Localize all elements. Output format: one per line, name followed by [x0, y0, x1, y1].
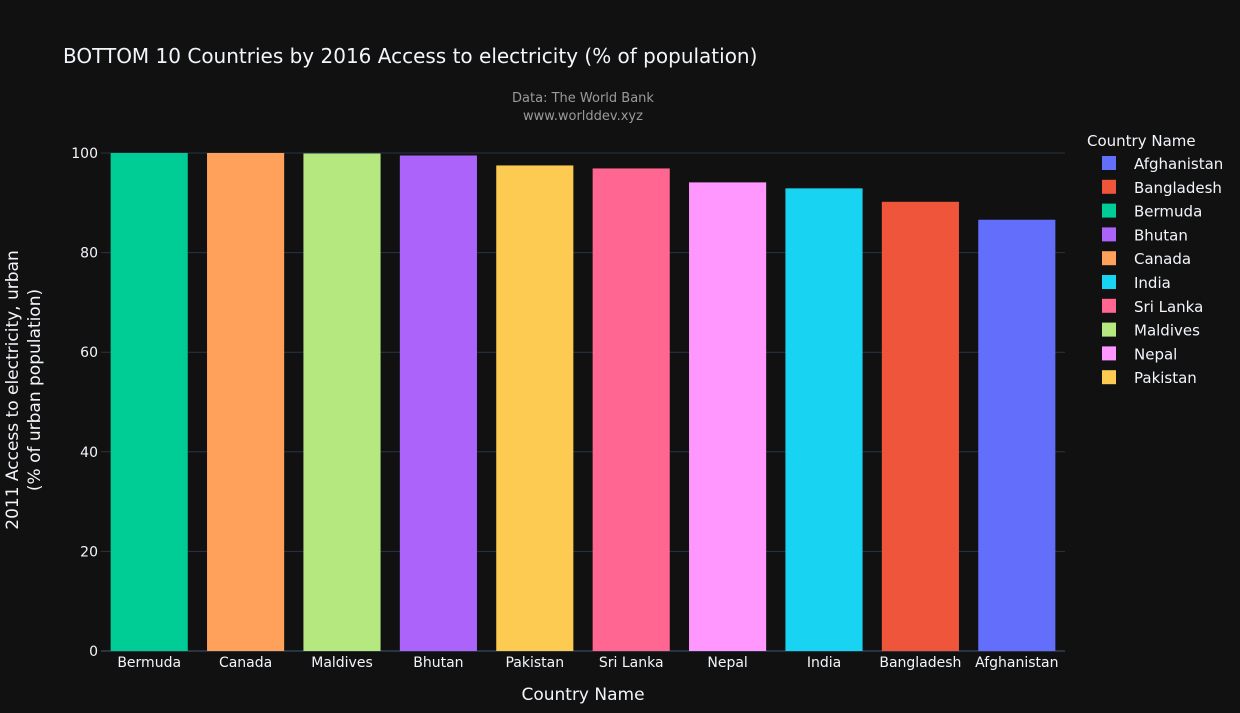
bar-canada[interactable] [207, 153, 285, 651]
y-axis-title-line-2: (% of urban population) [25, 289, 45, 491]
bar-bhutan[interactable] [399, 155, 477, 652]
legend-item-pakistan[interactable]: Pakistan [1102, 369, 1197, 387]
legend-swatch [1102, 156, 1116, 170]
y-tick-label: 60 [80, 345, 98, 361]
y-tick-label: 40 [80, 445, 98, 461]
x-axis-ticks: Bermuda Canada Maldives Bhutan Pakistan Sri L… [117, 655, 1058, 671]
x-tick-label: Afghanistan [975, 655, 1058, 671]
x-tick-label: Bangladesh [879, 655, 961, 671]
bar-bermuda[interactable] [110, 153, 188, 651]
y-axis-title: 2011 Access to electricity, urban (% of … [3, 250, 45, 529]
legend-swatch [1102, 298, 1116, 313]
legend-item-canada[interactable]: Canada [1102, 250, 1191, 268]
y-axis-ticks: 0 20 40 60 80 100 [71, 146, 98, 660]
x-tick-label: Pakistan [505, 655, 564, 671]
bar-maldives[interactable] [303, 153, 381, 652]
legend-label: Afghanistan [1134, 155, 1223, 173]
bars [110, 153, 1056, 652]
legend-item-afghanistan[interactable]: Afghanistan [1102, 155, 1223, 173]
x-tick-label: Sri Lanka [599, 655, 664, 671]
legend-label: Bangladesh [1134, 179, 1222, 197]
y-tick-label: 20 [80, 544, 98, 560]
x-tick-label: Maldives [311, 655, 373, 671]
legend-item-maldives[interactable]: Maldives [1102, 322, 1200, 340]
legend-label: Bhutan [1134, 226, 1188, 244]
y-axis-title-line-1: 2011 Access to electricity, urban [3, 250, 23, 529]
legend-swatch [1102, 227, 1116, 242]
legend-label: Pakistan [1134, 369, 1197, 387]
legend-label: Canada [1134, 250, 1191, 268]
bar-india[interactable] [785, 188, 863, 651]
legend-swatch [1102, 203, 1116, 218]
y-tick-label: 80 [80, 246, 98, 262]
legend-swatch [1102, 370, 1116, 385]
legend-swatch [1102, 346, 1116, 361]
chart-subtitle-line-2: www.worlddev.xyz [523, 109, 643, 124]
bar-sri-lanka[interactable] [592, 168, 670, 652]
bar-bangladesh[interactable] [881, 201, 959, 651]
legend-item-bangladesh[interactable]: Bangladesh [1102, 179, 1222, 197]
x-tick-label: Bhutan [413, 655, 463, 671]
x-tick-label: Canada [219, 655, 272, 671]
legend-label: Bermuda [1134, 203, 1202, 221]
chart-title: BOTTOM 10 Countries by 2016 Access to el… [63, 44, 757, 68]
legend-title: Country Name [1087, 132, 1196, 150]
y-tick-label: 100 [71, 146, 98, 162]
legend-item-bhutan[interactable]: Bhutan [1102, 226, 1188, 244]
legend-label: Sri Lanka [1134, 298, 1203, 316]
legend: Country Name Afghanistan Bangladesh Bermud… [1087, 132, 1223, 387]
legend-label: Maldives [1134, 322, 1200, 340]
y-tick-label: 0 [89, 644, 98, 660]
x-axis-title: Country Name [521, 685, 644, 705]
legend-item-india[interactable]: India [1102, 274, 1171, 292]
legend-swatch [1102, 322, 1116, 337]
legend-label: Nepal [1134, 345, 1177, 363]
x-tick-label: Bermuda [117, 655, 181, 671]
legend-item-bermuda[interactable]: Bermuda [1102, 203, 1202, 221]
legend-item-nepal[interactable]: Nepal [1102, 345, 1177, 363]
x-tick-label: India [807, 655, 841, 671]
bar-afghanistan[interactable] [978, 219, 1056, 651]
chart-subtitle-line-1: Data: The World Bank [512, 91, 654, 106]
legend-swatch [1102, 179, 1116, 194]
x-tick-label: Nepal [707, 655, 747, 671]
bar-nepal[interactable] [689, 182, 767, 651]
bar-pakistan[interactable] [496, 165, 574, 651]
legend-label: India [1134, 274, 1171, 292]
legend-item-sri-lanka[interactable]: Sri Lanka [1102, 298, 1203, 316]
legend-swatch [1102, 275, 1116, 289]
legend-swatch [1102, 251, 1116, 266]
